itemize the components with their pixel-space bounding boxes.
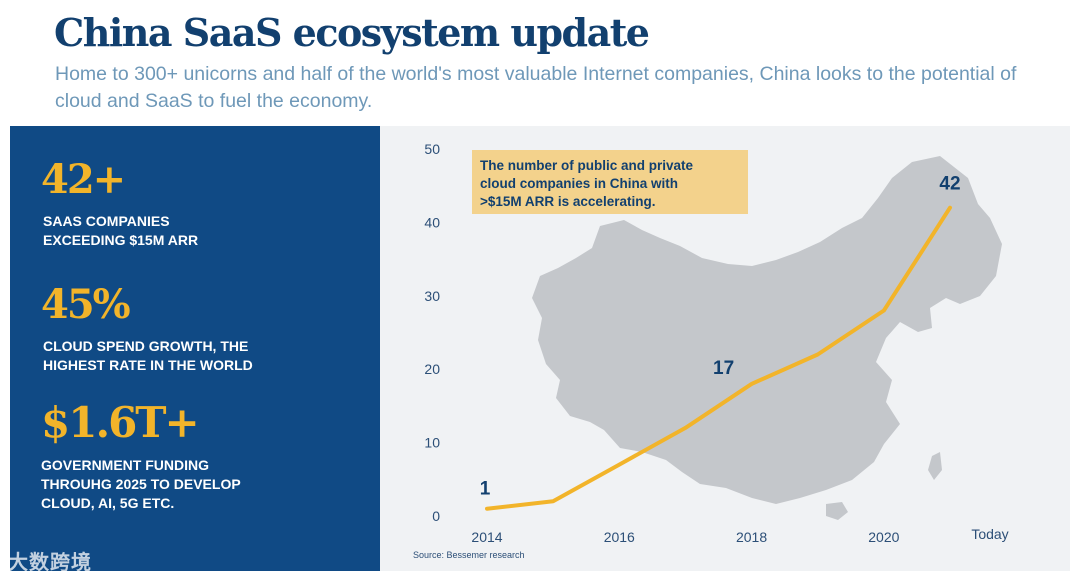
taiwan-island-shape bbox=[928, 452, 942, 480]
y-tick-label: 10 bbox=[424, 435, 440, 451]
y-tick-label: 0 bbox=[432, 508, 440, 524]
page-subtitle: Home to 300+ unicorns and half of the wo… bbox=[55, 63, 1017, 112]
stat-desc-funding: GOVERNMENT FUNDING THROUHG 2025 TO DEVEL… bbox=[41, 456, 371, 513]
series-line bbox=[485, 205, 952, 511]
x-tick-label: 2016 bbox=[604, 529, 635, 545]
data-label: 17 bbox=[713, 358, 734, 379]
y-tick-label: 30 bbox=[424, 288, 440, 304]
stat-value-cloud: 45% bbox=[41, 281, 131, 328]
stat-desc-line: SAAS COMPANIES bbox=[43, 213, 170, 229]
x-tick-label: Today bbox=[971, 526, 1008, 542]
source-note: Source: Bessemer research bbox=[413, 550, 525, 560]
stats-panel: 42+ SAAS COMPANIES EXCEEDING $15M ARR 45… bbox=[10, 126, 380, 571]
y-tick-label: 20 bbox=[424, 361, 440, 377]
stat-desc-saas: SAAS COMPANIES EXCEEDING $15M ARR bbox=[43, 212, 373, 250]
data-label: 1 bbox=[480, 479, 491, 500]
watermark-logo: 大数跨境 bbox=[8, 550, 92, 574]
page-title: China SaaS ecosystem update bbox=[54, 10, 650, 55]
hainan-island-shape bbox=[826, 502, 848, 520]
annotation-line: >$15M ARR is accelerating. bbox=[480, 194, 655, 209]
stat-desc-line: CLOUD, AI, 5G ETC. bbox=[41, 495, 175, 511]
y-tick-label: 40 bbox=[424, 214, 440, 230]
x-axis-ticks: 2014 2016 2018 2020 Today bbox=[471, 526, 1008, 545]
y-axis-ticks: 0 10 20 30 40 50 bbox=[424, 141, 440, 524]
stat-desc-line: THROUHG 2025 TO DEVELOP bbox=[41, 476, 241, 492]
stat-value-saas: 42+ bbox=[41, 156, 126, 203]
stat-desc-cloud: CLOUD SPEND GROWTH, THE HIGHEST RATE IN … bbox=[43, 337, 373, 375]
x-tick-label: 2014 bbox=[471, 529, 502, 545]
line-chart: 0 10 20 30 40 50 2014 2016 2018 2020 Today The nu… bbox=[424, 141, 1008, 545]
x-tick-label: 2020 bbox=[868, 529, 899, 545]
stat-desc-line: HIGHEST RATE IN THE WORLD bbox=[43, 357, 253, 373]
stat-desc-line: EXCEEDING $15M ARR bbox=[43, 232, 199, 248]
stat-desc-line: GOVERNMENT FUNDING bbox=[41, 457, 209, 473]
data-labels: 1 17 42 bbox=[480, 174, 961, 500]
annotation-line: cloud companies in China with bbox=[480, 176, 678, 191]
china-map-shape bbox=[532, 156, 1002, 504]
y-tick-label: 50 bbox=[424, 141, 440, 157]
chart-panel: 0 10 20 30 40 50 2014 2016 2018 2020 Today The nu… bbox=[380, 126, 1070, 571]
annotation-line: The number of public and private bbox=[480, 158, 694, 173]
stat-desc-line: CLOUD SPEND GROWTH, THE bbox=[43, 338, 249, 354]
data-label: 42 bbox=[939, 174, 960, 195]
x-tick-label: 2018 bbox=[736, 529, 767, 545]
stat-value-funding: $1.6T+ bbox=[41, 398, 200, 447]
annotation-box bbox=[472, 150, 748, 214]
